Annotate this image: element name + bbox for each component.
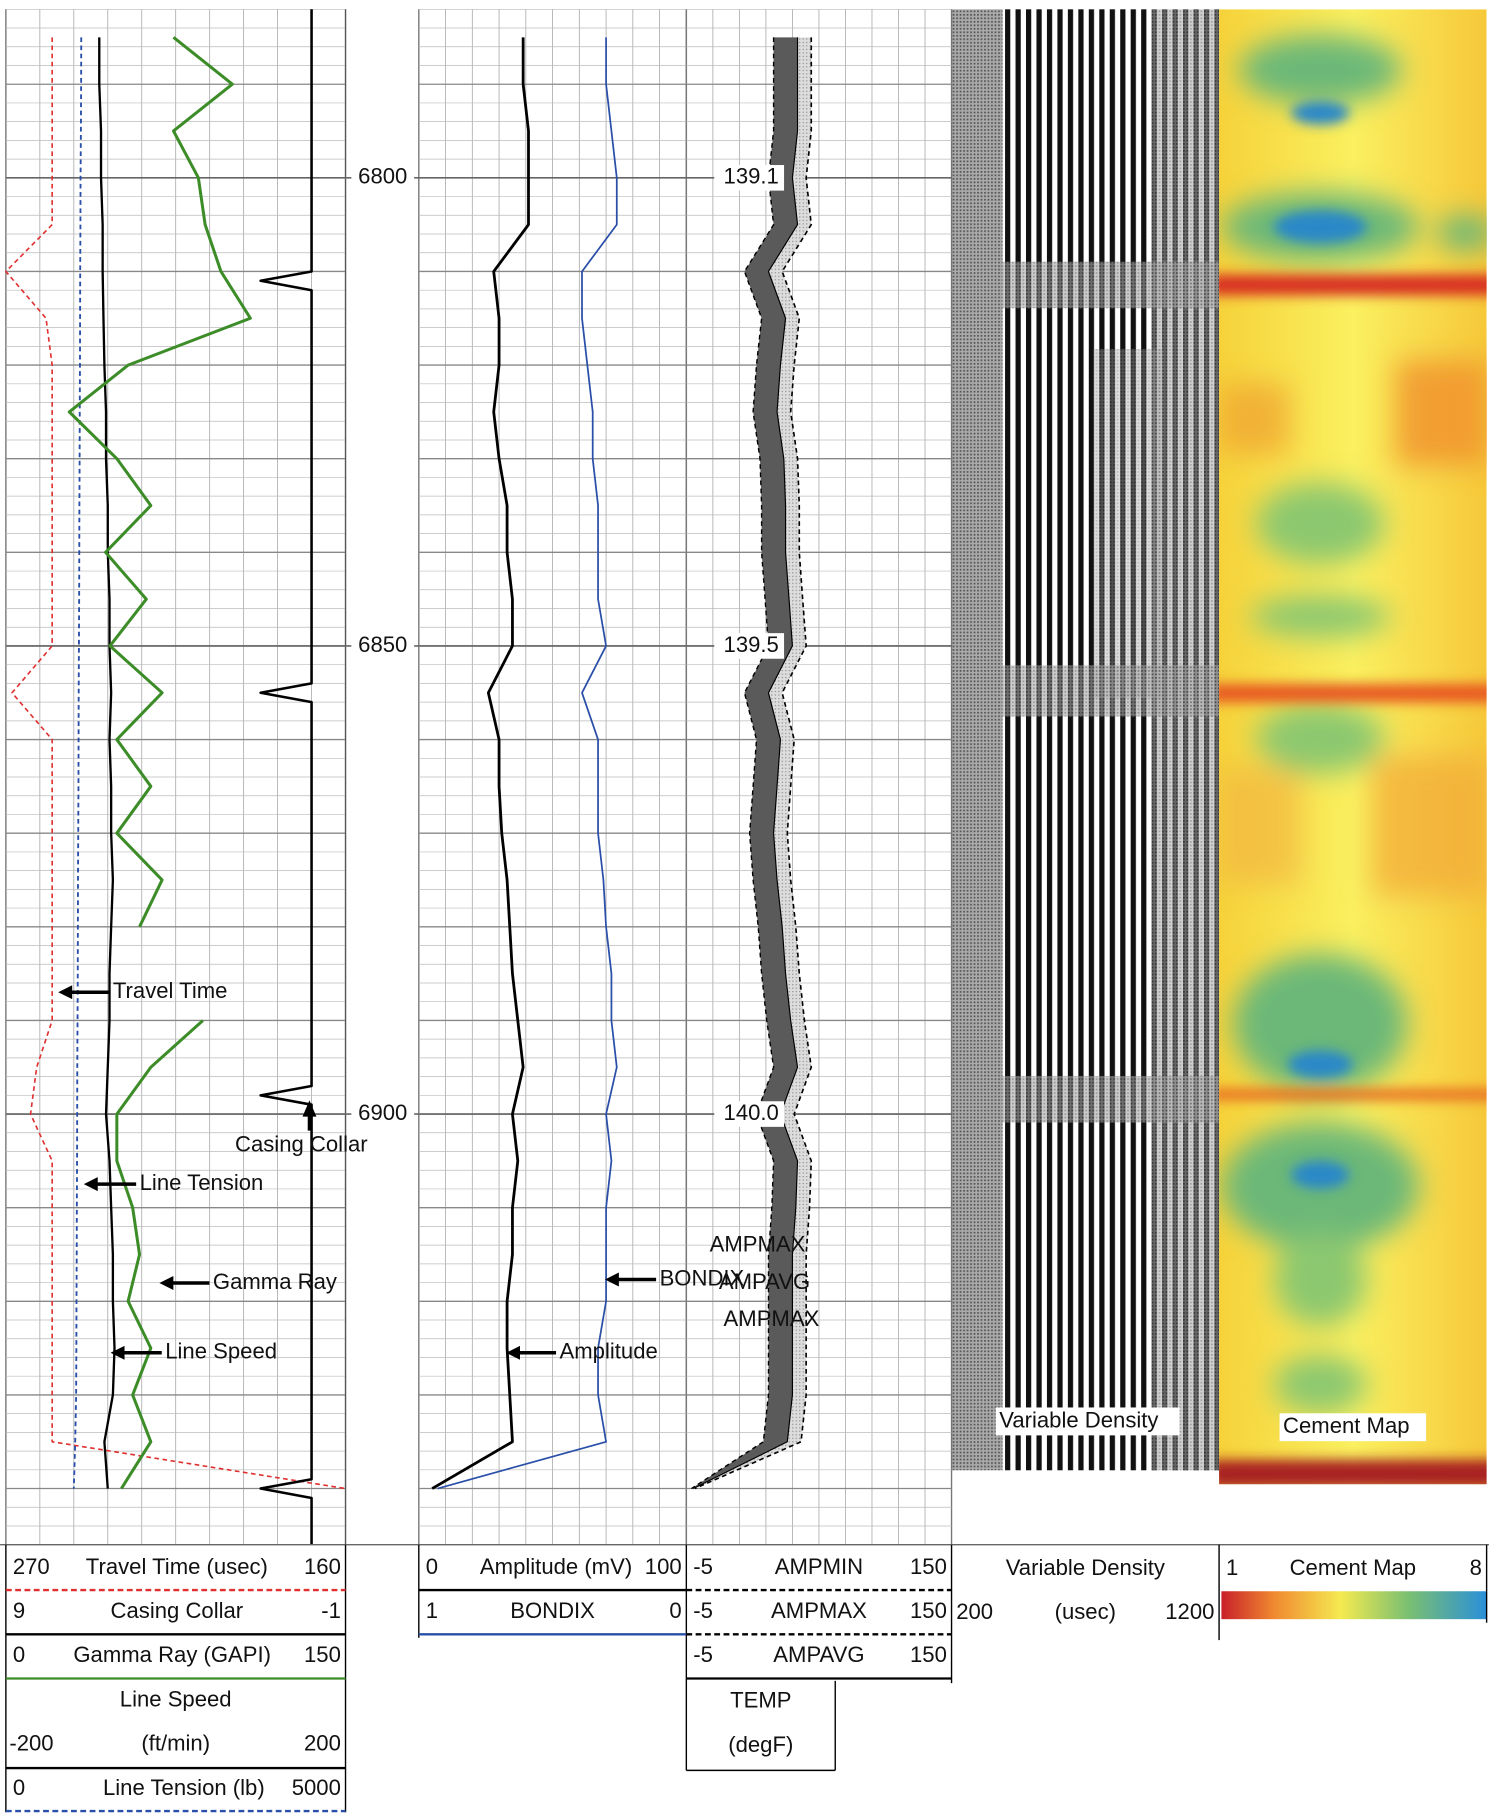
annotation: BONDIX bbox=[660, 1265, 745, 1290]
annotation-arrowhead bbox=[159, 1276, 174, 1290]
annotation: Line Tension bbox=[140, 1170, 264, 1195]
header: 270 Travel Time (usec) 160 9 Casing Collar -1… bbox=[0, 1544, 1489, 1813]
depth-label: 6800 bbox=[358, 164, 407, 189]
header-text: 150 bbox=[910, 1598, 947, 1623]
annotation-arrowhead bbox=[302, 1100, 317, 1117]
amplitude-band bbox=[693, 37, 812, 1489]
header-text: Travel Time (usec) bbox=[86, 1554, 268, 1579]
annotation-arrowhead bbox=[58, 985, 73, 1000]
annotation-arrowhead bbox=[110, 1345, 125, 1360]
depth-label-bg bbox=[351, 1100, 415, 1129]
header-text: -5 bbox=[693, 1554, 713, 1579]
log-curve bbox=[259, 9, 313, 1545]
header-text: TEMP bbox=[730, 1688, 791, 1713]
annotation-bg bbox=[995, 1407, 1180, 1436]
labels: 6800 6850 6900 139.1 139.5 140.0 Travel Time Ca… bbox=[58, 163, 1427, 1442]
header-text: Variable Density bbox=[1006, 1555, 1165, 1580]
annotation: Variable Density bbox=[999, 1407, 1158, 1432]
header-text: Casing Collar bbox=[111, 1598, 244, 1623]
depth-label-bg bbox=[351, 163, 415, 192]
header-text: 150 bbox=[304, 1642, 341, 1667]
annotation-arrowhead bbox=[604, 1272, 619, 1287]
header-text: 150 bbox=[910, 1554, 947, 1579]
header-text: -5 bbox=[693, 1642, 713, 1667]
log-curve bbox=[692, 37, 799, 1490]
log-curve bbox=[431, 37, 530, 1490]
temp-label: 140.0 bbox=[724, 1100, 779, 1125]
log-curve bbox=[5, 37, 346, 1490]
header-text: 0 bbox=[13, 1642, 25, 1667]
grid bbox=[5, 8, 953, 1546]
depth-label-bg bbox=[351, 631, 415, 660]
temp-label: 139.5 bbox=[724, 632, 779, 657]
header-text: AMPMAX bbox=[771, 1598, 867, 1623]
header-text: -200 bbox=[9, 1731, 53, 1756]
log-curve bbox=[67, 36, 252, 928]
annotation: Casing Collar bbox=[235, 1132, 368, 1157]
annotation: AMPMAX bbox=[724, 1306, 820, 1331]
annotation: Line Speed bbox=[165, 1339, 277, 1364]
annotation-arrowhead bbox=[506, 1345, 521, 1360]
header-text: 0 bbox=[13, 1775, 25, 1800]
depth-label: 6900 bbox=[358, 1100, 407, 1125]
header-text: -1 bbox=[321, 1598, 341, 1623]
header-text: 1 bbox=[1226, 1555, 1238, 1580]
header-text: 9 bbox=[13, 1598, 25, 1623]
header-text: Gamma Ray (GAPI) bbox=[73, 1642, 271, 1667]
annotation-bg bbox=[1279, 1413, 1427, 1442]
header-text: 0 bbox=[669, 1598, 681, 1623]
log-curve bbox=[437, 37, 618, 1490]
log-curve bbox=[98, 37, 116, 1489]
header-text: AMPMIN bbox=[775, 1554, 863, 1579]
header-text: Cement Map bbox=[1290, 1555, 1416, 1580]
header-text: 0 bbox=[426, 1554, 438, 1579]
header-text: Amplitude (mV) bbox=[480, 1554, 632, 1579]
annotation: Travel Time bbox=[113, 978, 228, 1003]
header-text: 1 bbox=[426, 1598, 438, 1623]
header-text: BONDIX bbox=[510, 1598, 595, 1623]
annotation: Cement Map bbox=[1283, 1413, 1409, 1438]
header-text: 150 bbox=[910, 1642, 947, 1667]
header-text: Line Tension (lb) bbox=[103, 1775, 265, 1800]
annotation: AMPAVG bbox=[719, 1269, 810, 1294]
annotation: Amplitude bbox=[560, 1339, 658, 1364]
vdl-image bbox=[951, 9, 1220, 1471]
header-text: 160 bbox=[304, 1554, 341, 1579]
header-text: 8 bbox=[1470, 1555, 1482, 1580]
log-curve bbox=[115, 1019, 204, 1490]
cement-map-colorbar bbox=[1221, 1591, 1487, 1620]
temp-label: 139.1 bbox=[724, 164, 779, 189]
depth-label: 6850 bbox=[358, 632, 407, 657]
header-text: AMPAVG bbox=[773, 1642, 864, 1667]
temp-label-bg bbox=[714, 1101, 785, 1127]
header-text: (usec) bbox=[1055, 1599, 1116, 1624]
header-text: (degF) bbox=[728, 1732, 793, 1757]
header-text: 100 bbox=[645, 1554, 682, 1579]
cement-map-image bbox=[1219, 9, 1487, 1485]
temp-label-bg bbox=[714, 165, 785, 191]
log-curve bbox=[72, 37, 83, 1489]
header-text: 200 bbox=[304, 1731, 341, 1756]
header-text: 200 bbox=[956, 1599, 993, 1624]
annotation-arrowhead bbox=[83, 1177, 98, 1192]
header-text: 5000 bbox=[292, 1775, 341, 1800]
annotation: AMPMAX bbox=[710, 1232, 806, 1257]
header-text: 270 bbox=[13, 1554, 50, 1579]
header-text: Line Speed bbox=[120, 1686, 232, 1711]
annotation: Gamma Ray bbox=[213, 1269, 337, 1294]
header-text: (ft/min) bbox=[141, 1731, 210, 1756]
header-text: -5 bbox=[693, 1598, 713, 1623]
temp-label-bg bbox=[714, 633, 785, 659]
header-text: 1200 bbox=[1165, 1599, 1214, 1624]
